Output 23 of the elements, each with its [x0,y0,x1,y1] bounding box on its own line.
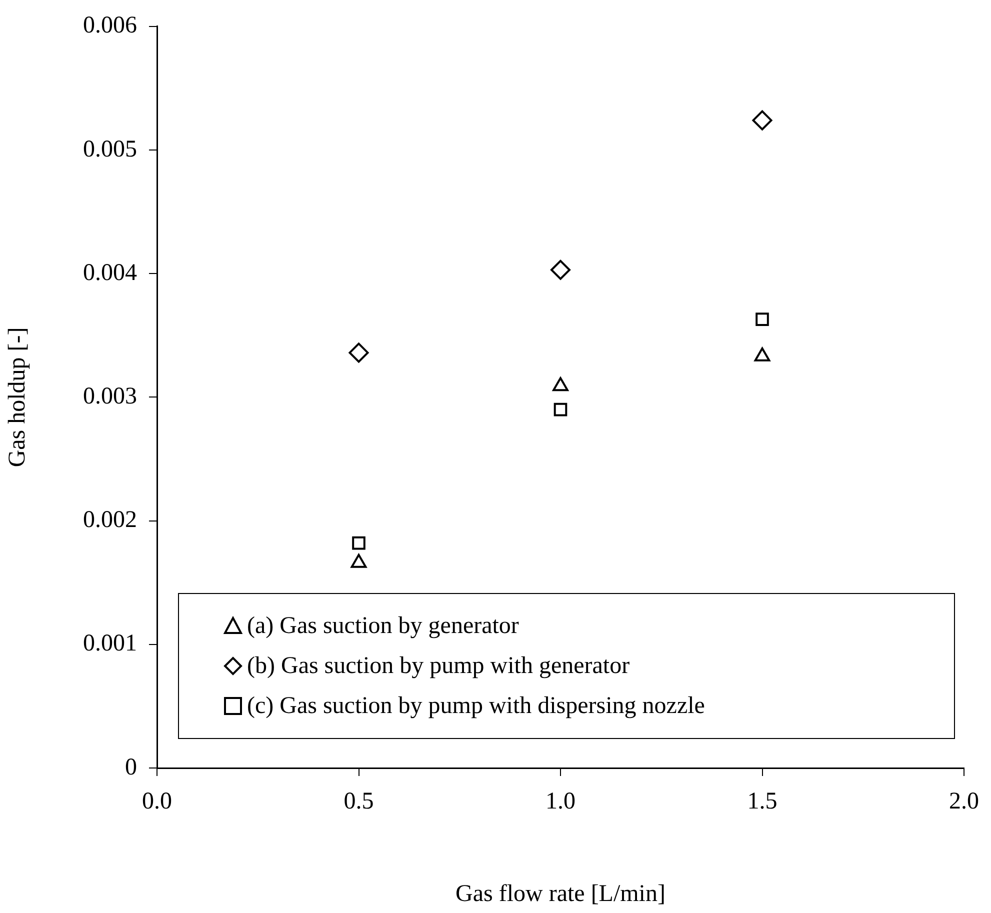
point [348,342,369,363]
x-tick-label: 0.5 [344,788,374,815]
x-tick-label: 2.0 [949,788,979,815]
y-tick-label: 0.001 [83,630,137,657]
point [352,536,366,550]
legend-label: (c) Gas suction by pump with dispersing nozzle [247,692,705,720]
point [752,110,772,130]
y-tick-label: 0.005 [83,136,137,162]
x-tick-label: 1.0 [546,788,576,815]
point [554,402,568,416]
y-tick-label: 0.002 [83,507,137,534]
point [756,312,769,326]
x-tick-label: 0.0 [142,788,172,815]
point [550,260,570,280]
y-tick-label: 0.006 [83,12,137,39]
y-tick-label: 0 [125,754,137,780]
x-tick-label: 1.5 [747,788,778,815]
legend-label: (b) Gas suction by pump with generator [247,652,630,680]
x-axis-title: Gas flow rate [L/min] [456,880,666,907]
y-axis-title: Gas holdup [-] [4,327,31,468]
y-tick-label: 0.004 [83,260,137,286]
legend-label: (a) Gas suction by generator [247,612,519,640]
y-tick-label: 0.003 [83,383,137,410]
